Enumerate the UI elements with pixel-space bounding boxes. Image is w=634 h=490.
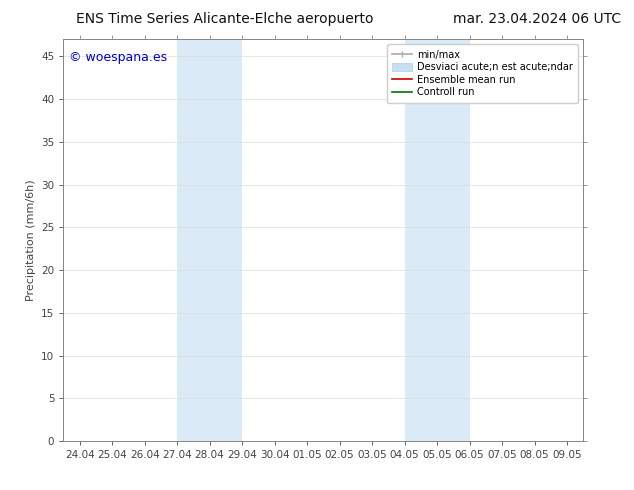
Bar xyxy=(404,39,470,441)
Y-axis label: Precipitation (mm/6h): Precipitation (mm/6h) xyxy=(25,179,36,301)
Text: © woespana.es: © woespana.es xyxy=(68,51,167,64)
Legend: min/max, Desviaci acute;n est acute;ndar, Ensemble mean run, Controll run: min/max, Desviaci acute;n est acute;ndar… xyxy=(387,44,578,103)
Text: ENS Time Series Alicante-Elche aeropuerto: ENS Time Series Alicante-Elche aeropuert… xyxy=(76,12,373,26)
Bar xyxy=(177,39,242,441)
Text: mar. 23.04.2024 06 UTC: mar. 23.04.2024 06 UTC xyxy=(453,12,621,26)
